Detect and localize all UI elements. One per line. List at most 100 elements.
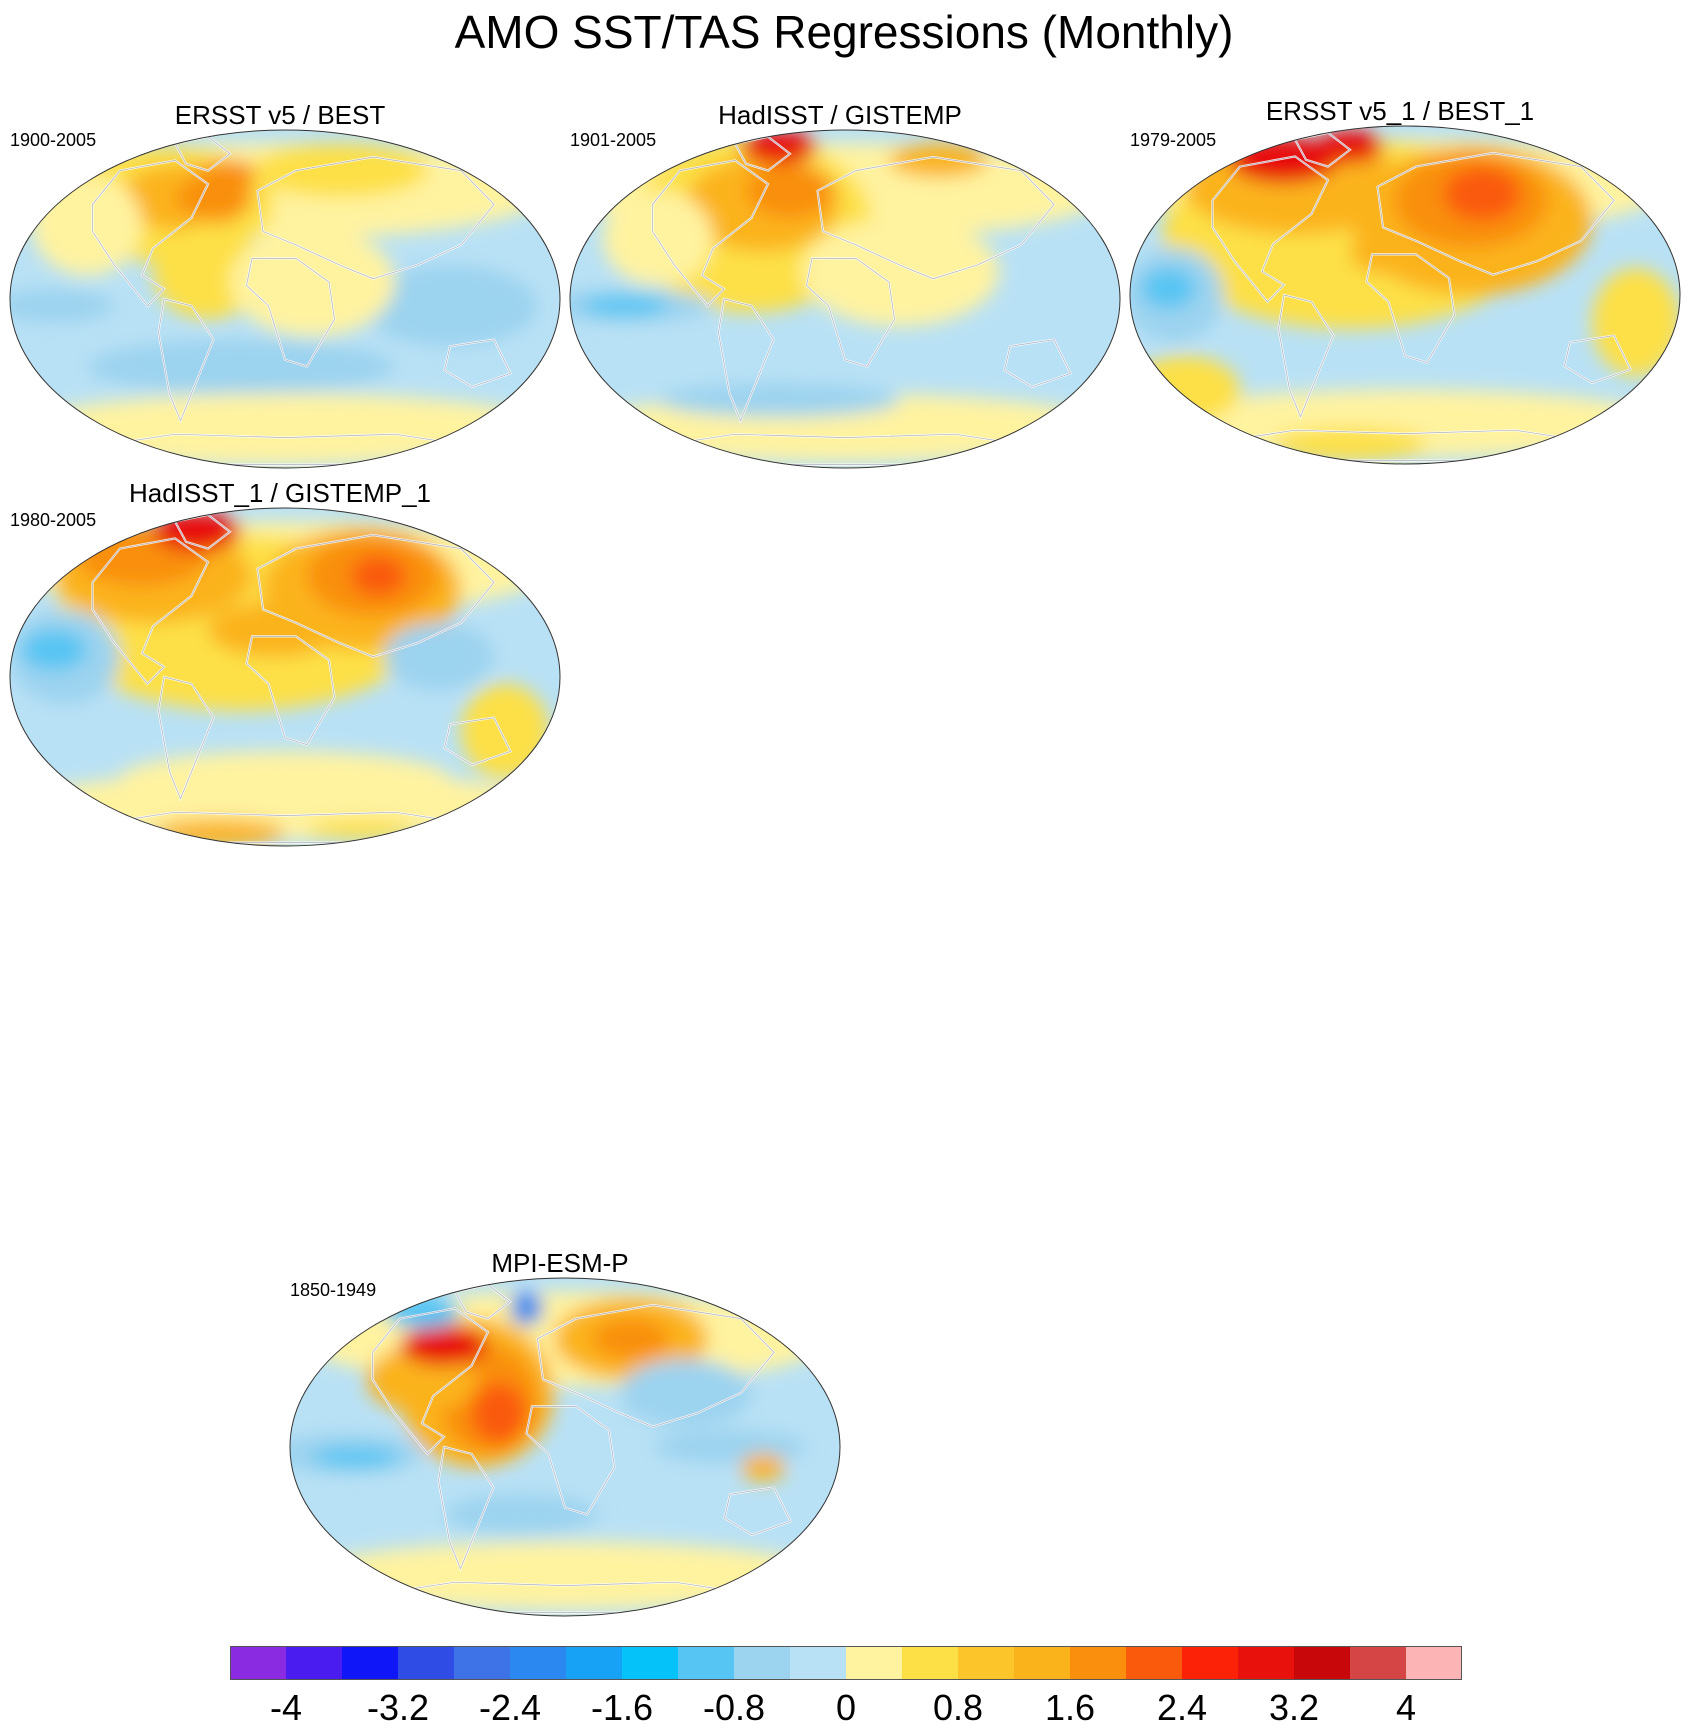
- colorbar-box: [678, 1646, 734, 1680]
- anomaly-patch: [653, 1430, 807, 1464]
- anomaly-field: [10, 511, 549, 846]
- map-fill: [570, 130, 1120, 468]
- panel-title: HadISST / GISTEMP: [718, 100, 962, 130]
- coastline: [1212, 156, 1329, 303]
- coastline: [246, 636, 335, 746]
- colorbar-label: 0: [835, 1687, 857, 1728]
- anomaly-patch: [510, 1291, 543, 1326]
- anomaly-patch: [741, 1453, 785, 1481]
- map-border: [1129, 125, 1681, 465]
- map-border: [9, 507, 561, 847]
- panel-title: ERSST v5_1 / BEST_1: [1265, 96, 1535, 126]
- coastline: [537, 1304, 775, 1428]
- colorbar-label: 1.6: [1044, 1687, 1096, 1728]
- coastline: [817, 156, 1055, 280]
- anomaly-patch: [658, 383, 900, 418]
- anomaly-patch: [230, 228, 395, 337]
- map-fill: [290, 1278, 840, 1616]
- coastline: [257, 534, 495, 658]
- coastline: [1377, 152, 1615, 276]
- colorbar-box: [342, 1646, 398, 1680]
- coastline: [724, 1487, 791, 1536]
- regression-map: [1129, 125, 1681, 465]
- anomaly-field: [290, 1291, 829, 1610]
- anomaly-patch: [384, 622, 494, 691]
- anomaly-patch: [1592, 267, 1680, 377]
- figure-title: AMO SST/TAS Regressions (Monthly): [454, 6, 1234, 58]
- colorbar-box: [510, 1646, 566, 1680]
- anomaly-patch: [252, 143, 428, 198]
- colorbar-box: [1182, 1646, 1238, 1680]
- anomaly-patch: [1273, 426, 1427, 461]
- panel-ersst-best: ERSST v5 / BEST 1900-2005: [0, 96, 561, 486]
- coastline: [92, 538, 209, 685]
- anomaly-patch: [801, 217, 999, 327]
- coastline: [158, 676, 214, 800]
- colorbar-box: [958, 1646, 1014, 1680]
- anomaly-field: [570, 130, 1109, 462]
- regression-map: [289, 1277, 841, 1617]
- map-border: [9, 129, 561, 469]
- anomaly-patch: [889, 143, 988, 178]
- colorbar-label: -2.4: [478, 1687, 542, 1728]
- anomaly-patch: [362, 265, 538, 347]
- anomaly-patch: [175, 177, 252, 218]
- panel-period: 1901-2005: [570, 130, 657, 150]
- colorbar-label: -0.8: [702, 1687, 766, 1728]
- anomaly-patch: [351, 555, 406, 596]
- colorbar-label: -4: [269, 1687, 303, 1728]
- coastline: [158, 298, 214, 422]
- colorbar-box: [1406, 1646, 1462, 1680]
- panel-period: 1979-2005: [1130, 130, 1217, 150]
- colorbar-label: 4: [1395, 1687, 1417, 1728]
- coastline: [246, 258, 335, 368]
- coastline: [806, 258, 895, 368]
- anomaly-patch: [87, 339, 395, 394]
- colorbar-box: [1070, 1646, 1126, 1680]
- colorbar-box: [1014, 1646, 1070, 1680]
- colorbar-box: [1126, 1646, 1182, 1680]
- anomaly-patch: [120, 751, 450, 806]
- map-border: [569, 129, 1121, 469]
- colorbar-box: [846, 1646, 902, 1680]
- regression-map: [9, 129, 561, 469]
- panel-period: 1850-1949: [290, 1280, 377, 1300]
- coastline: [1278, 294, 1334, 418]
- coastline: [1564, 335, 1631, 384]
- anomaly-patch: [620, 1359, 752, 1427]
- panel-title: MPI-ESM-P: [491, 1248, 629, 1278]
- coastline: [92, 160, 209, 307]
- anomaly-patch: [1317, 129, 1383, 164]
- anomaly-patch: [1130, 355, 1240, 424]
- anomaly-patch: [461, 683, 549, 779]
- anomaly-field: [10, 143, 549, 465]
- coastline: [444, 717, 511, 766]
- anomaly-patch: [301, 1541, 829, 1610]
- anomaly-patch: [581, 295, 669, 316]
- anomaly-patch: [1141, 267, 1196, 309]
- panel-ersst1-best1: ERSST v5_1 / BEST_1 1979-2005: [1120, 96, 1681, 486]
- coastline: [372, 1308, 489, 1455]
- anomaly-patch: [21, 629, 87, 671]
- colorbar-label: 3.2: [1268, 1687, 1320, 1728]
- anomaly-patch: [10, 288, 115, 323]
- anomaly-patch: [1443, 166, 1521, 221]
- colorbar-box: [398, 1646, 454, 1680]
- colorbar-frame: [230, 1646, 1462, 1680]
- colorbar-box: [230, 1646, 286, 1680]
- coastline: [718, 298, 774, 422]
- colorbar-box: [566, 1646, 622, 1680]
- anomaly-patch: [444, 1494, 598, 1535]
- colorbar-label: 2.4: [1156, 1687, 1208, 1728]
- anomaly-patch: [1141, 389, 1669, 458]
- panel-title: HadISST_1 / GISTEMP_1: [128, 478, 431, 508]
- map-fill: [1130, 126, 1680, 464]
- coastline: [438, 1446, 494, 1570]
- panel-period: 1900-2005: [10, 130, 97, 150]
- regression-map: [569, 129, 1121, 469]
- colorbar-box: [734, 1646, 790, 1680]
- anomaly-patch: [746, 163, 834, 218]
- colorbar-label: -3.2: [366, 1687, 430, 1728]
- panel-period: 1980-2005: [10, 510, 97, 530]
- coastline: [526, 1406, 615, 1516]
